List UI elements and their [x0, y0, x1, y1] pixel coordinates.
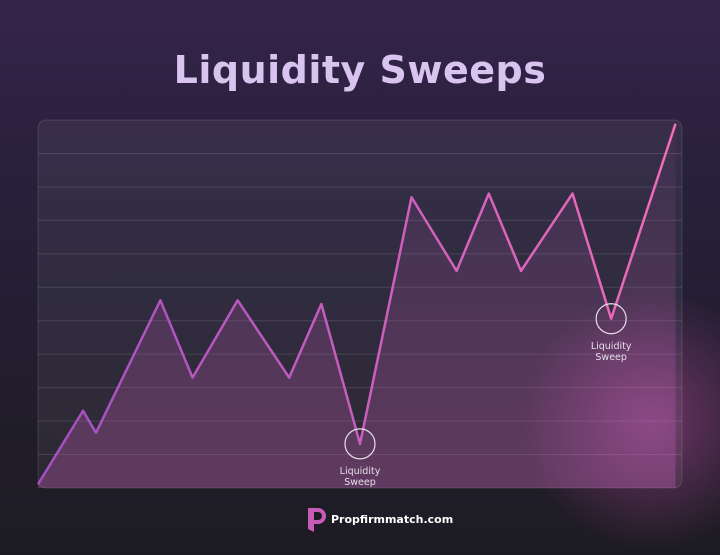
line	[36, 123, 677, 485]
annotation-circle	[595, 303, 627, 335]
annotation-circle	[344, 428, 376, 460]
annotation-label: Liquidity Sweep	[590, 340, 632, 363]
chart-title: Liquidity Sweeps	[173, 48, 547, 92]
footer-brand: Propfirmmatch.com	[331, 513, 454, 526]
annotation-label: Liquidity Sweep	[339, 465, 381, 488]
line-area	[38, 123, 676, 489]
